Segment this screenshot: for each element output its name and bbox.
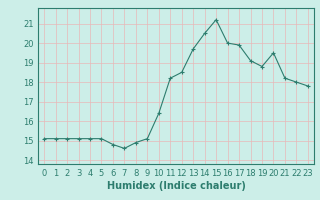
X-axis label: Humidex (Indice chaleur): Humidex (Indice chaleur) bbox=[107, 181, 245, 191]
